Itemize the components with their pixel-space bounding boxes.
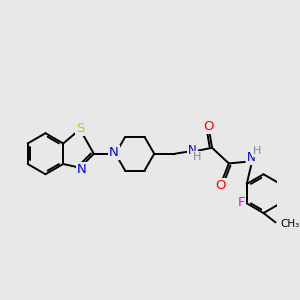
Text: S: S	[76, 122, 84, 135]
Text: N: N	[247, 151, 256, 164]
Text: O: O	[203, 120, 214, 133]
Text: CH₃: CH₃	[281, 219, 300, 229]
Text: H: H	[254, 146, 262, 157]
Text: O: O	[215, 178, 226, 192]
Text: H: H	[193, 152, 202, 162]
Text: N: N	[109, 146, 119, 159]
Text: N: N	[77, 163, 87, 176]
Text: N: N	[188, 144, 197, 157]
Text: F: F	[238, 196, 245, 209]
